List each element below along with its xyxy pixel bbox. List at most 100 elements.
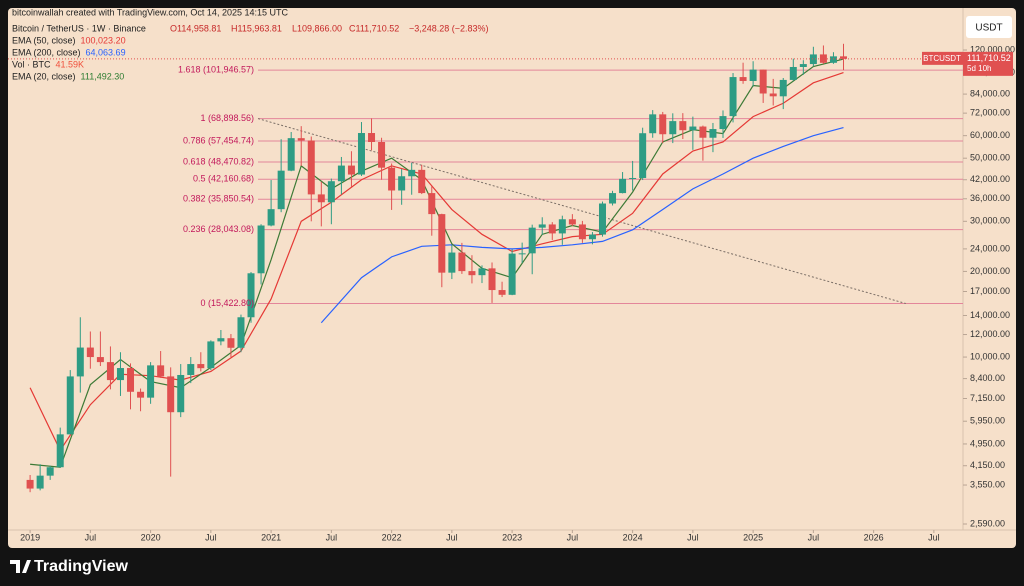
brand-logo [10, 560, 31, 573]
fib-label: 0.618 (48,470.82) [183, 156, 254, 166]
y-tick-label: 14,000.00 [970, 310, 1010, 320]
plot-area [8, 43, 963, 493]
ohlc-close: C111,710.52 [349, 23, 399, 33]
candle-body [127, 368, 135, 392]
candle-body [488, 268, 496, 291]
fib-label: 0.5 (42,160.68) [193, 174, 254, 184]
trendline [257, 118, 906, 305]
candle-body [36, 475, 44, 489]
candle-body [116, 368, 124, 381]
price-tag-countdown: 5d 10h [967, 64, 991, 73]
x-tick-label: Jul [326, 532, 338, 542]
x-tick-label: 2025 [743, 532, 763, 542]
ohlc-high: H115,963.81 [231, 23, 282, 33]
candle-body [207, 341, 215, 369]
ema-line [29, 71, 844, 452]
y-tick-label: 50,000.00 [970, 153, 1010, 163]
candle-body [307, 140, 315, 195]
candle-body [588, 234, 596, 240]
x-tick-label: Jul [446, 532, 458, 542]
candle-body [779, 79, 787, 97]
credit: bitcoinwallah created with TradingView.c… [12, 7, 288, 17]
candle-body [739, 77, 747, 81]
candle-body [106, 362, 114, 381]
symbol: Bitcoin / TetherUS · 1W · Binance [12, 23, 146, 33]
candle-body [809, 54, 817, 65]
indicator-name: Vol · BTC [12, 59, 51, 69]
candle-body [829, 56, 837, 63]
indicator-value: 111,492.30 [81, 71, 125, 81]
y-tick-label: 30,000.00 [970, 216, 1010, 226]
candle-body [468, 271, 476, 276]
candle-body [267, 209, 275, 226]
candle-body [689, 126, 697, 131]
candle-body [719, 116, 727, 130]
price-tag-box [963, 51, 1013, 76]
x-tick-label: 2021 [261, 532, 281, 542]
candle-body [297, 138, 305, 141]
candle-body [347, 165, 355, 175]
y-tick-label: 84,000.00 [970, 88, 1010, 98]
candle-body [428, 193, 436, 215]
x-tick-label: 2020 [141, 532, 161, 542]
y-tick-label: 7,150.00 [970, 393, 1005, 403]
candle-body [167, 376, 175, 413]
candle-body [337, 165, 345, 182]
indicator-value: 64,063.69 [86, 47, 126, 57]
candle-body [76, 347, 84, 377]
x-tick-label: Jul [808, 532, 820, 542]
indicator-name: EMA (50, close) [12, 35, 76, 45]
candle-body [659, 114, 667, 135]
price-tag-price: 111,710.52 [967, 53, 1011, 63]
candle-body [568, 219, 576, 225]
candle-body [438, 214, 446, 273]
currency[interactable]: USDT [975, 23, 1002, 34]
ema-line [30, 58, 844, 468]
ohlc-low: L109,866.00 [292, 23, 342, 33]
candle-body [96, 357, 104, 363]
candle-body [217, 338, 225, 342]
candle-body [237, 317, 245, 348]
candle-body [137, 391, 145, 398]
candle-body [759, 69, 767, 94]
candle-body [478, 268, 486, 276]
x-tick-label: 2023 [502, 532, 522, 542]
candle-body [729, 77, 737, 117]
fib-label: 0 (15,422.80) [200, 298, 254, 308]
fib-label: 1 (68,898.56) [200, 113, 254, 123]
indicator-name: EMA (20, close) [12, 71, 76, 81]
candle-body [619, 178, 627, 194]
candle-body [749, 69, 757, 81]
fib-label: 0.382 (35,850.54) [183, 194, 254, 204]
y-tick-label: 20,000.00 [970, 266, 1010, 276]
y-tick-label: 4,150.00 [970, 460, 1005, 470]
y-tick-label: 60,000.00 [970, 130, 1010, 140]
candle-body [598, 203, 606, 235]
candle-body [378, 142, 386, 168]
fib-label: 0.236 (28,043.08) [183, 224, 254, 234]
candle-body [458, 252, 466, 272]
y-tick-label: 8,400.00 [970, 373, 1005, 383]
x-tick-label: 2019 [20, 532, 40, 542]
candle-body [558, 219, 566, 234]
fib-label: 0.786 (57,454.74) [183, 135, 254, 145]
candle-body [669, 121, 677, 135]
candle-body [609, 193, 617, 204]
y-tick-label: 17,000.00 [970, 286, 1010, 296]
candle-body [649, 114, 657, 134]
candle-body [639, 133, 647, 178]
currency-box[interactable] [966, 16, 1012, 38]
candle-body [368, 133, 376, 143]
candle-body [679, 121, 687, 131]
y-tick-label: 42,000.00 [970, 174, 1010, 184]
candle-body [819, 54, 827, 63]
candle-body [147, 365, 155, 398]
candle-body [317, 194, 325, 203]
y-tick-label: 3,550.00 [970, 479, 1005, 489]
candle-body [327, 181, 335, 203]
candle-body [287, 138, 295, 171]
ema-line [320, 126, 844, 324]
candle-body [498, 290, 506, 295]
candle-body [769, 93, 777, 97]
